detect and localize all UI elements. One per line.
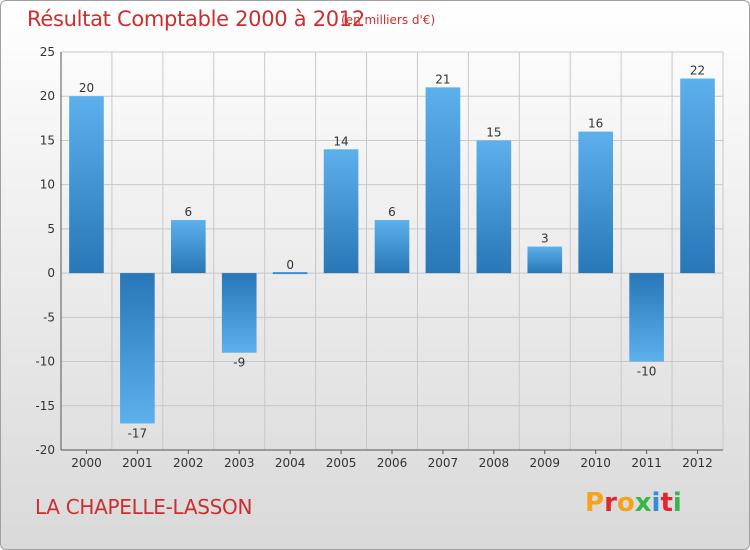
proxiti-logo: Proxiti bbox=[585, 488, 682, 518]
y-tick-label: -15 bbox=[35, 399, 55, 413]
x-tick-label: 2012 bbox=[682, 456, 713, 470]
bar bbox=[272, 272, 308, 275]
x-tick-label: 2004 bbox=[275, 456, 306, 470]
chart-subtitle: (en milliers d'€) bbox=[341, 13, 436, 27]
bar bbox=[221, 273, 257, 353]
bar bbox=[374, 220, 410, 274]
data-label: 6 bbox=[388, 205, 396, 219]
y-tick-label: -5 bbox=[43, 310, 55, 324]
bars bbox=[69, 78, 715, 424]
y-tick-label: -20 bbox=[35, 443, 55, 457]
x-tick-label: 2000 bbox=[71, 456, 102, 470]
x-tick-label: 2009 bbox=[529, 456, 560, 470]
y-tick-label: 25 bbox=[40, 45, 55, 59]
bar bbox=[120, 273, 155, 424]
data-label: -9 bbox=[233, 356, 245, 370]
data-labels: 20 -17 6 -9 0 14 6 21 15 3 16 -10 22 bbox=[79, 64, 705, 441]
data-label: 15 bbox=[486, 125, 501, 139]
y-tick-label: 15 bbox=[40, 133, 55, 147]
bar bbox=[425, 87, 461, 274]
chart-title: Résultat Comptable 2000 à 2012 bbox=[27, 7, 365, 31]
y-tick-label: 20 bbox=[40, 89, 55, 103]
logo-letter: o bbox=[616, 488, 635, 518]
data-label: -17 bbox=[128, 426, 148, 440]
data-label: -10 bbox=[637, 365, 657, 379]
bar bbox=[170, 220, 206, 274]
bar bbox=[629, 273, 664, 362]
y-tick-label: 5 bbox=[47, 222, 55, 236]
bar bbox=[476, 140, 512, 274]
data-label: 16 bbox=[588, 117, 603, 131]
x-tick-label: 2006 bbox=[377, 456, 408, 470]
bar bbox=[527, 246, 563, 274]
data-label: 21 bbox=[435, 72, 450, 86]
logo-letter: r bbox=[604, 488, 617, 518]
data-label: 14 bbox=[333, 134, 348, 148]
y-tick-label: 0 bbox=[47, 266, 55, 280]
bar bbox=[323, 149, 359, 274]
data-label: 3 bbox=[541, 232, 549, 246]
x-tick-label: 2008 bbox=[479, 456, 510, 470]
x-tick-label: 2002 bbox=[173, 456, 204, 470]
y-tick-label: -10 bbox=[35, 355, 55, 369]
x-tick-label: 2005 bbox=[326, 456, 357, 470]
x-tick-label: 2010 bbox=[580, 456, 611, 470]
data-label: 0 bbox=[286, 258, 294, 272]
data-label: 20 bbox=[79, 81, 94, 95]
logo-letter: i bbox=[672, 488, 682, 518]
logo-letter: P bbox=[585, 488, 605, 518]
commune-name: LA CHAPELLE-LASSON bbox=[35, 495, 253, 519]
logo-letter: i bbox=[651, 488, 661, 518]
logo-letter: x bbox=[634, 488, 652, 518]
x-tick-label: 2011 bbox=[631, 456, 662, 470]
x-tick-label: 2003 bbox=[224, 456, 255, 470]
data-label: 22 bbox=[690, 64, 705, 78]
logo-letter: t bbox=[660, 488, 673, 518]
bar bbox=[69, 96, 104, 274]
x-tick-label: 2001 bbox=[122, 456, 153, 470]
bar bbox=[680, 78, 715, 274]
bar bbox=[578, 131, 614, 274]
y-tick-label: 10 bbox=[40, 178, 55, 192]
data-label: 6 bbox=[184, 205, 192, 219]
x-tick-label: 2007 bbox=[428, 456, 459, 470]
